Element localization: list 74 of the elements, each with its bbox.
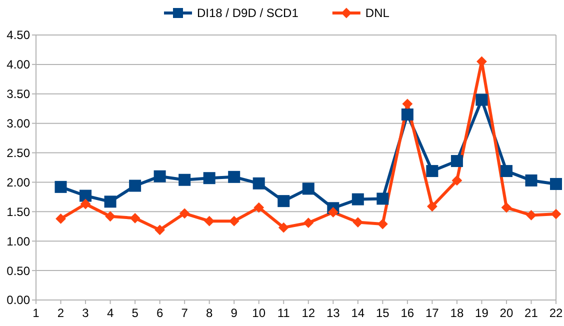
y-tick-label: 2.00 xyxy=(6,175,30,190)
legend-label: DI18 / D9D / SCD1 xyxy=(197,6,299,20)
point xyxy=(401,108,414,120)
point xyxy=(526,210,536,220)
point xyxy=(352,217,364,228)
y-tick-label: 4.00 xyxy=(6,58,30,72)
x-tick-label: 14 xyxy=(351,306,365,320)
x-tick-label: 5 xyxy=(132,306,139,320)
point xyxy=(525,174,538,186)
point xyxy=(228,216,240,226)
x-tick-label: 11 xyxy=(277,306,290,320)
point xyxy=(450,155,463,168)
point xyxy=(352,193,364,206)
point xyxy=(204,216,215,226)
point xyxy=(129,180,142,192)
point xyxy=(500,165,512,178)
x-tick-label: 16 xyxy=(400,306,414,320)
point xyxy=(228,170,240,183)
point xyxy=(80,190,92,202)
point xyxy=(452,175,462,186)
point xyxy=(105,211,116,222)
point xyxy=(252,177,265,190)
point xyxy=(501,202,512,213)
point xyxy=(476,94,488,106)
point xyxy=(54,180,67,193)
point xyxy=(328,207,338,218)
y-tick-label: 0.50 xyxy=(6,264,30,278)
point xyxy=(56,214,66,224)
x-tick-label: 22 xyxy=(549,306,563,320)
point xyxy=(179,208,190,219)
x-tick-label: 2 xyxy=(57,306,64,320)
x-tick-label: 12 xyxy=(302,306,316,320)
point xyxy=(550,208,562,220)
point xyxy=(130,212,140,224)
y-tick-label: 2.50 xyxy=(6,146,30,160)
point xyxy=(377,218,388,230)
x-tick-label: 9 xyxy=(230,306,238,320)
point xyxy=(303,218,314,228)
x-tick-label: 20 xyxy=(500,306,514,320)
point xyxy=(426,201,438,212)
x-tick-label: 10 xyxy=(252,306,266,320)
x-tick-label: 13 xyxy=(326,306,340,320)
legend-label: DNL xyxy=(365,6,390,20)
y-tick-label: 4.50 xyxy=(6,28,30,42)
x-tick-label: 3 xyxy=(82,306,90,320)
point xyxy=(402,98,413,110)
y-tick-label: 1.00 xyxy=(6,234,30,248)
point xyxy=(80,198,91,210)
point xyxy=(154,224,166,236)
x-tick-label: 19 xyxy=(475,306,489,320)
point xyxy=(278,195,290,208)
point xyxy=(203,172,216,184)
point xyxy=(154,170,166,182)
x-tick-label: 17 xyxy=(426,306,440,320)
point xyxy=(104,196,116,208)
x-tick-label: 4 xyxy=(106,306,114,320)
x-tick-label: 7 xyxy=(181,306,188,320)
point xyxy=(550,178,562,190)
x-tick-label: 21 xyxy=(524,306,538,320)
x-tick-label: 6 xyxy=(156,306,164,320)
x-tick-label: 8 xyxy=(206,306,213,320)
y-tick-label: 3.00 xyxy=(6,116,30,131)
y-tick-label: 3.50 xyxy=(6,87,30,102)
point xyxy=(302,182,314,195)
point xyxy=(178,174,191,186)
point xyxy=(376,192,389,205)
x-tick-label: 15 xyxy=(376,306,390,320)
point xyxy=(426,165,438,178)
point xyxy=(254,202,264,213)
y-tick-label: 1.50 xyxy=(6,204,30,219)
x-tick-label: 18 xyxy=(450,306,464,320)
y-tick-label: 0.00 xyxy=(6,293,30,308)
x-tick-label: 1 xyxy=(32,306,40,320)
point xyxy=(278,222,289,233)
